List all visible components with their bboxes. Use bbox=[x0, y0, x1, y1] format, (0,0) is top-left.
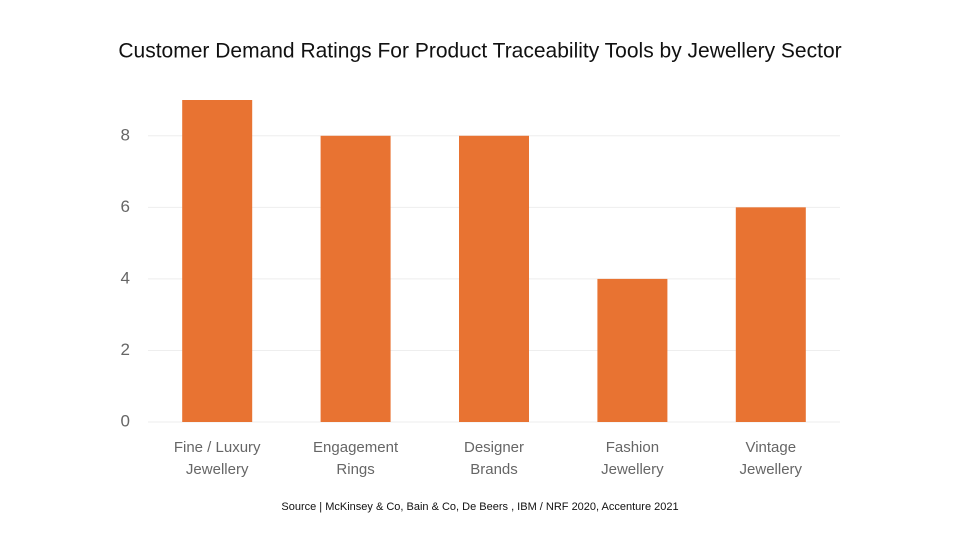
bar bbox=[459, 135, 529, 422]
x-tick-label: Designer Brands bbox=[463, 439, 525, 478]
bar bbox=[182, 100, 253, 422]
y-tick-label: 6 bbox=[121, 197, 130, 216]
bar bbox=[320, 135, 391, 422]
x-tick-label: Fashion Jewellery bbox=[601, 439, 664, 478]
source-note: Source | McKinsey & Co, Bain & Co, De Be… bbox=[281, 501, 678, 513]
y-tick-label: 2 bbox=[121, 340, 130, 359]
bar bbox=[735, 207, 806, 422]
x-tick-label: Engagement Rings bbox=[313, 439, 399, 478]
chart-title: Customer Demand Ratings For Product Trac… bbox=[118, 40, 841, 63]
y-tick-label: 8 bbox=[121, 125, 130, 144]
x-tick-label: Vintage Jewellery bbox=[739, 439, 803, 478]
y-tick-label: 0 bbox=[121, 411, 130, 430]
bar bbox=[597, 278, 668, 422]
y-tick-label: 4 bbox=[121, 268, 130, 287]
x-tick-label: Fine / Luxury Jewellery bbox=[173, 439, 261, 478]
